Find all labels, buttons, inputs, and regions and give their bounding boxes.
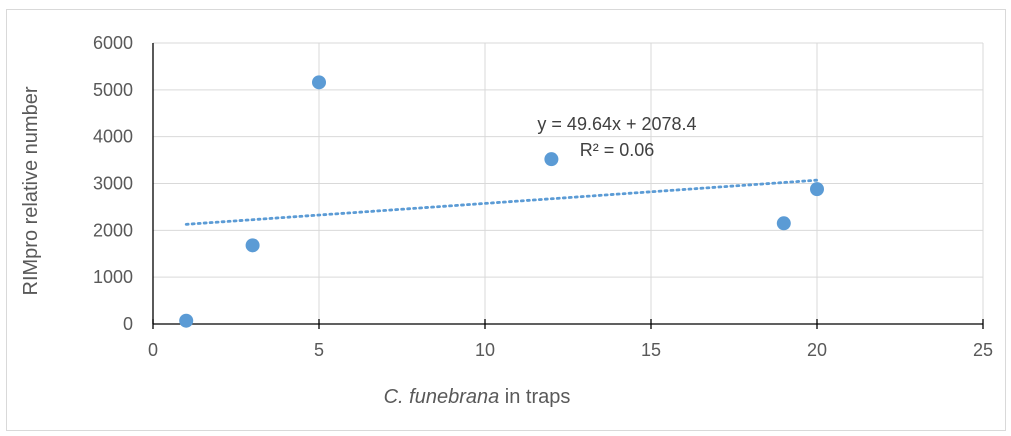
x-tick-label: 15 <box>641 340 661 360</box>
x-tick-label: 0 <box>148 340 158 360</box>
scatter-chart: 0 1000 2000 3000 4000 5000 6000 0 5 10 15 20 25 y = … <box>20 33 993 408</box>
data-point <box>810 182 824 197</box>
y-tick-label: 5000 <box>93 80 133 100</box>
x-tick-label: 10 <box>475 340 495 360</box>
trendline-equation: y = 49.64x + 2078.4 <box>537 114 696 134</box>
x-axis-title-rest: in traps <box>499 386 570 408</box>
y-tick-label: 6000 <box>93 33 133 53</box>
gridlines <box>153 42 984 324</box>
data-point <box>544 152 559 167</box>
x-axis-title-species: C. funebrana <box>384 386 500 408</box>
data-point <box>312 75 326 90</box>
chart-frame: 0 1000 2000 3000 4000 5000 6000 0 5 10 15 20 25 y = … <box>6 9 1006 431</box>
data-point <box>245 238 260 253</box>
trendline-line <box>184 178 819 226</box>
trendline-label: y = 49.64x + 2078.4 R² = 0.06 <box>537 114 696 160</box>
x-tick-label: 20 <box>807 340 827 360</box>
y-tick-label: 2000 <box>93 220 133 240</box>
trendline <box>184 178 819 226</box>
y-tick-label: 3000 <box>93 174 133 194</box>
data-point <box>776 216 791 231</box>
x-tick-label: 5 <box>314 340 324 360</box>
tick-labels: 0 1000 2000 3000 4000 5000 6000 0 5 10 15 20 25 <box>93 33 993 360</box>
x-tick-label: 25 <box>973 340 993 360</box>
axes <box>152 43 984 329</box>
trendline-r-squared: R² = 0.06 <box>580 140 655 160</box>
data-points <box>179 75 824 328</box>
y-tick-label: 4000 <box>93 127 133 147</box>
x-axis-title: C. funebrana in traps <box>384 386 571 408</box>
y-tick-label: 0 <box>123 314 133 334</box>
y-axis-title: RIMpro relative number <box>20 86 42 295</box>
data-point <box>179 313 194 328</box>
y-tick-label: 1000 <box>93 267 133 287</box>
